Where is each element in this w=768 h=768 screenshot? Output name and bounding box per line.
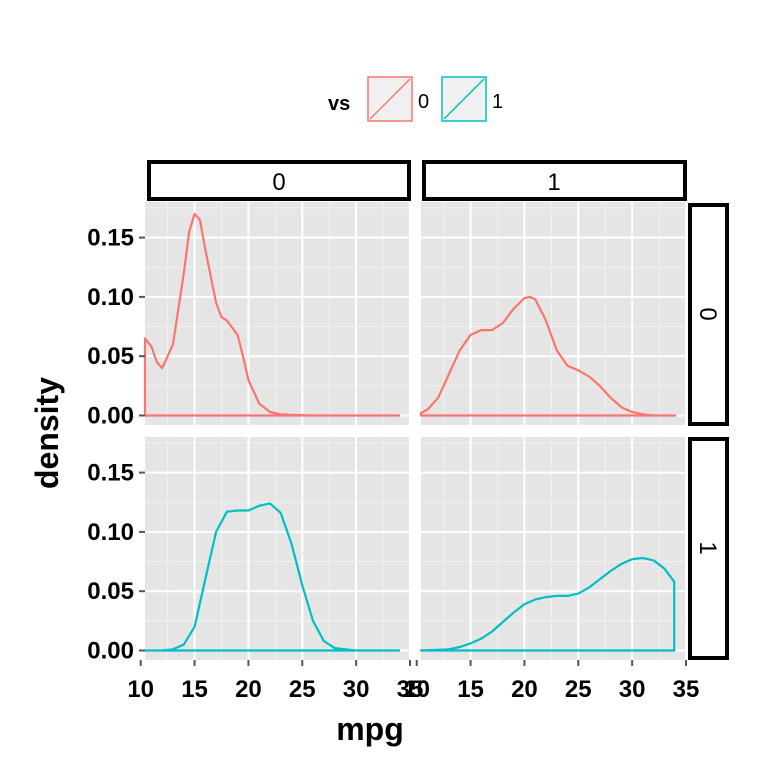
row-strip-1-label: 1: [694, 541, 721, 554]
x-tick-label: 10: [403, 676, 430, 703]
x-tick-label: 30: [619, 676, 646, 703]
x-tick-label: 10: [127, 676, 154, 703]
density-curve-r0-c1: [419, 295, 677, 417]
panel-background: [421, 202, 686, 425]
legend-label-1: 1: [492, 91, 503, 113]
y-axis-title: density: [29, 377, 65, 489]
x-axis-title: mpg: [336, 711, 404, 747]
x-tick-label: 15: [181, 676, 208, 703]
y-tick-label: 0.10: [87, 519, 134, 546]
x-tick-label: 25: [289, 676, 316, 703]
x-tick-label: 35: [673, 676, 700, 703]
x-tick-label: 35: [397, 676, 424, 703]
density-curve-r1-c0: [143, 502, 401, 652]
legend-key-1: [441, 76, 487, 122]
panel-r0-c0: [145, 202, 411, 425]
panel-background: [145, 437, 410, 660]
legend-title: vs: [328, 93, 350, 115]
x-tick-label: 30: [343, 676, 370, 703]
col-strip-1-label: 1: [547, 169, 560, 196]
panel-r1-c1: [421, 437, 687, 660]
panel-background: [421, 437, 686, 660]
panels: 0.00 0.05 0.10 0.15 0.00 0.05 0.10 0.15 10 15 20 25…: [87, 202, 699, 703]
panel-background: [145, 202, 410, 425]
legend-key-0: [367, 76, 413, 122]
row-strip-1: 1: [688, 437, 729, 660]
y-tick-label: 0.10: [87, 284, 134, 311]
row-strip-0: 0: [688, 203, 729, 426]
y-tick-label: 0.00: [87, 638, 134, 665]
y-tick-label: 0.05: [87, 343, 134, 370]
y-tick-label: 0.05: [87, 578, 134, 605]
x-tick-label: 25: [565, 676, 592, 703]
legend: vs 0 1: [328, 76, 503, 122]
y-tick-label: 0.15: [87, 225, 134, 252]
x-tick-label: 15: [457, 676, 484, 703]
density-curve-r0-c0: [143, 212, 401, 417]
panel-r1-c0: [145, 437, 411, 660]
col-strip-0: 0: [147, 160, 411, 201]
col-strip-1: 1: [422, 160, 687, 201]
x-tick-label: 20: [235, 676, 262, 703]
col-strip-0-label: 0: [272, 169, 285, 196]
y-tick-label: 0.00: [87, 403, 134, 430]
y-tick-label: 0.15: [87, 460, 134, 487]
panel-r0-c1: [421, 202, 687, 425]
x-tick-label: 20: [511, 676, 538, 703]
legend-label-0: 0: [418, 91, 429, 113]
density-curve-r1-c1: [419, 556, 676, 652]
row-strip-0-label: 0: [694, 307, 721, 320]
